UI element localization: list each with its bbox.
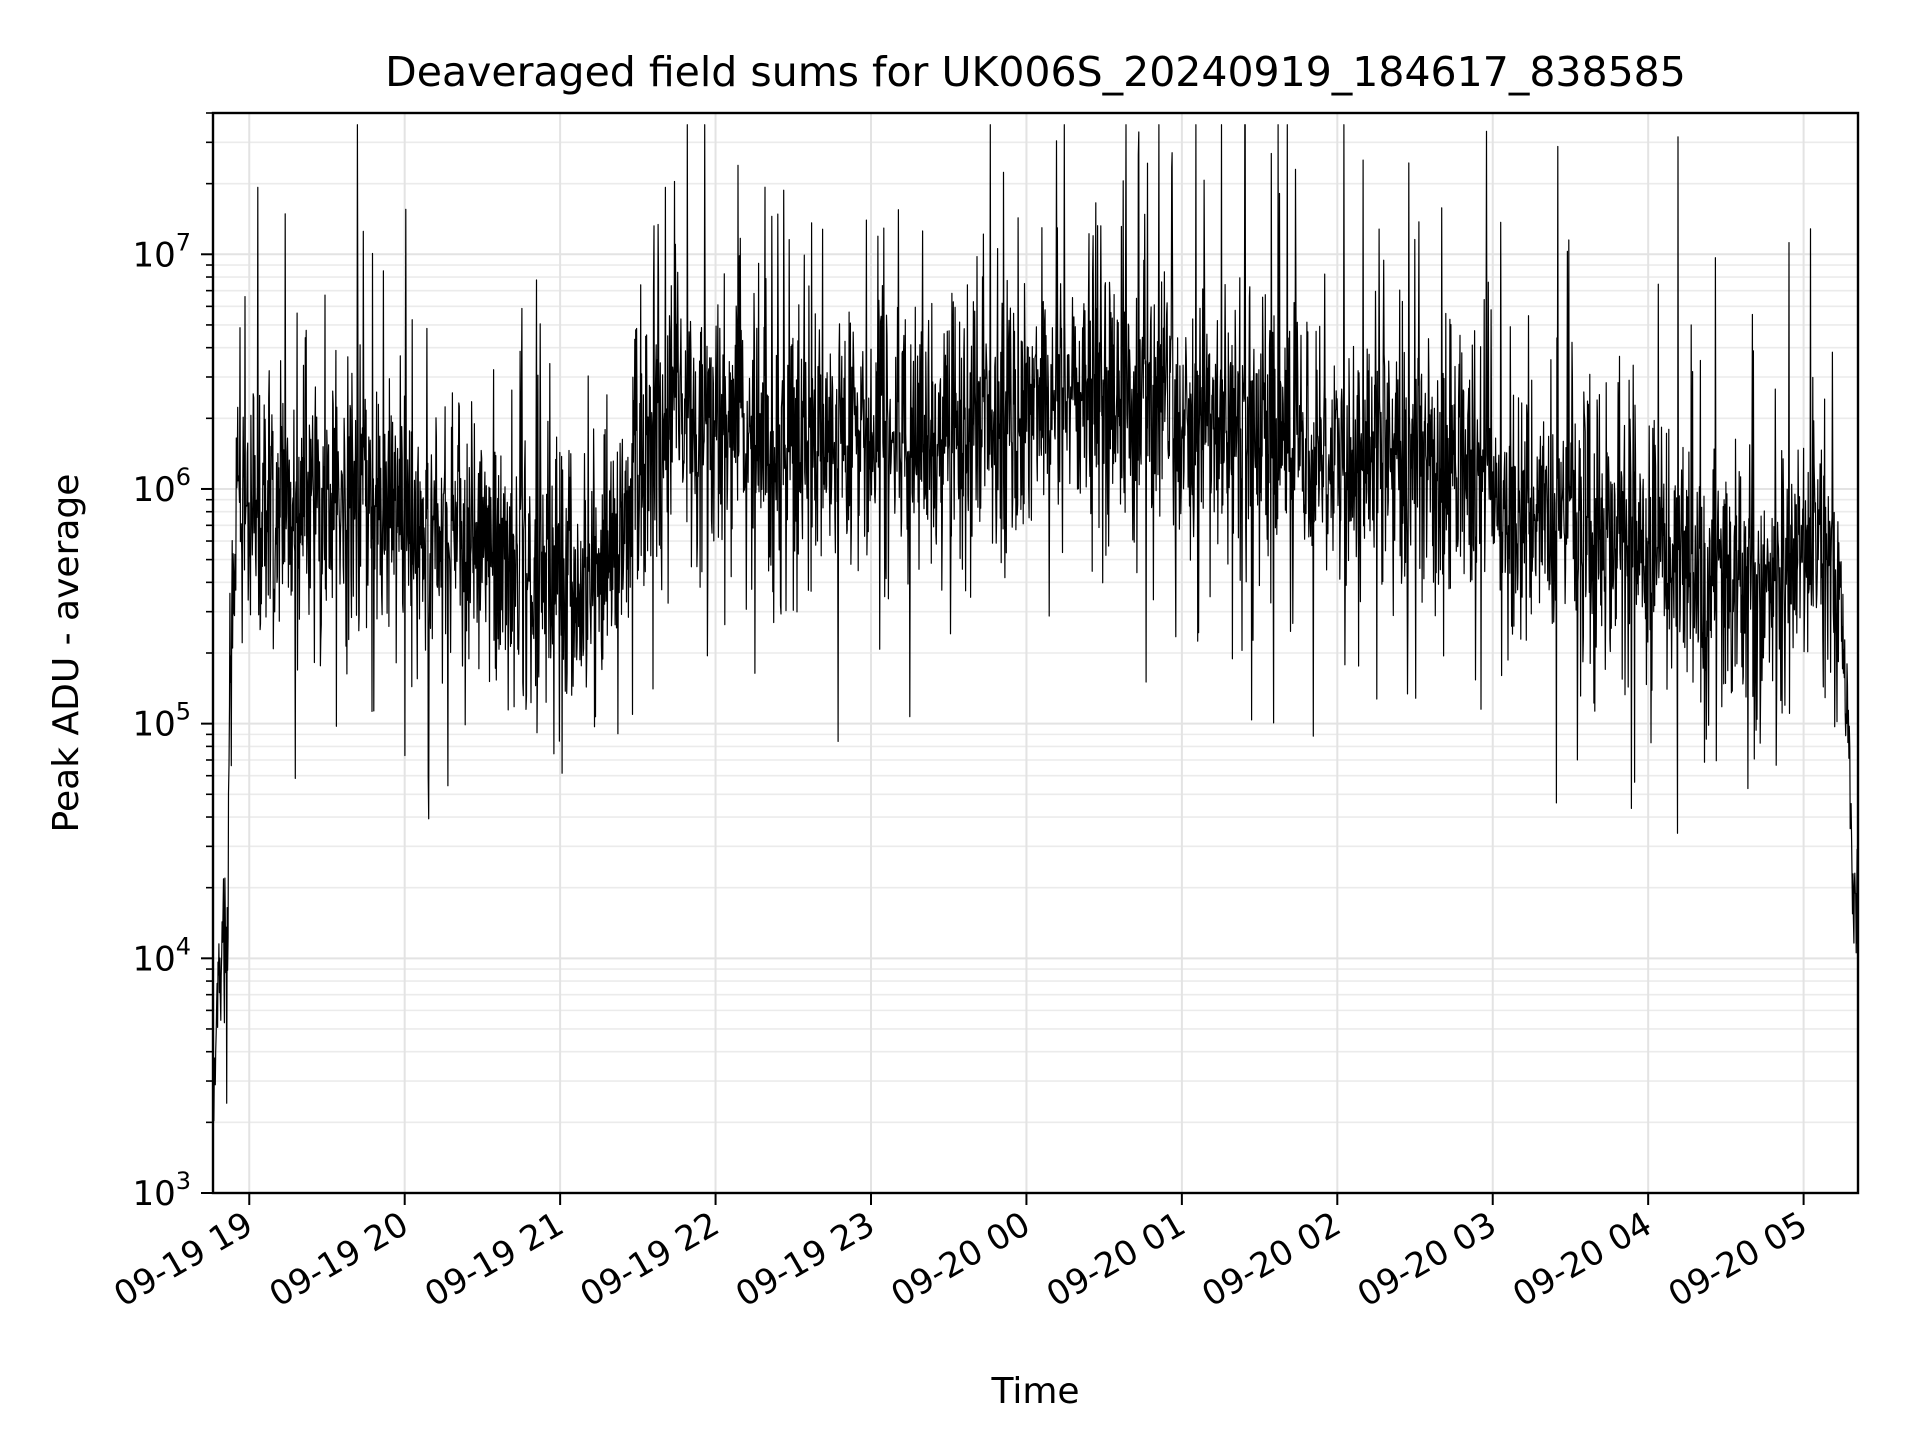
y-tick-base: 10 — [132, 235, 175, 275]
y-tick-label: 107 — [132, 228, 191, 275]
y-tick-label: 105 — [132, 698, 191, 745]
y-tick-exponent: 5 — [176, 698, 191, 726]
y-tick-exponent: 3 — [176, 1167, 191, 1195]
y-tick-base: 10 — [132, 705, 175, 745]
y-tick-exponent: 6 — [176, 463, 191, 491]
y-tick-exponent: 4 — [176, 932, 191, 960]
x-axis-label: Time — [990, 1371, 1079, 1412]
y-tick-label: 106 — [132, 463, 191, 510]
y-tick-label: 103 — [132, 1167, 191, 1214]
y-tick-label: 104 — [132, 932, 191, 979]
y-tick-base: 10 — [132, 939, 175, 979]
grid-lines — [213, 112, 1858, 1194]
y-axis-label: Peak ADU - average — [46, 474, 87, 833]
y-tick-exponent: 7 — [176, 228, 191, 256]
chart-title: Deaveraged field sums for UK006S_2024091… — [385, 48, 1686, 96]
y-tick-base: 10 — [132, 470, 175, 510]
y-tick-base: 10 — [132, 1174, 175, 1214]
series-group — [212, 124, 1859, 1142]
series-line — [212, 124, 1859, 1142]
